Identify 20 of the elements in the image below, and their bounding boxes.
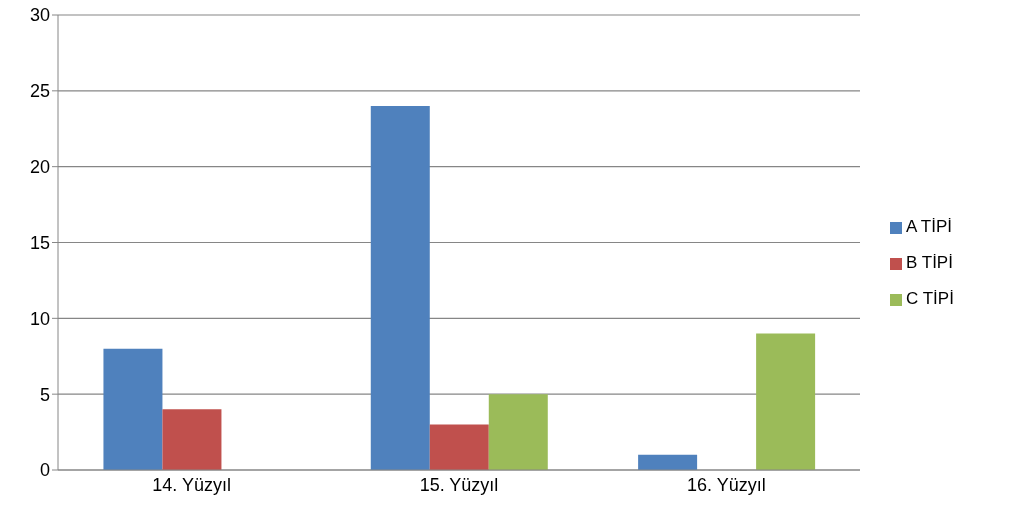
x-tick-label: 16. Yüzyıl [686, 474, 766, 495]
y-tick-label: 25 [29, 81, 50, 102]
y-tick-label: 5 [39, 384, 50, 405]
y-tick-label: 10 [29, 308, 50, 329]
legend-label: B TİPİ [906, 253, 953, 272]
bar [162, 409, 222, 470]
bar [429, 424, 489, 470]
x-tick-label: 15. Yüzyıl [419, 474, 499, 495]
legend-label: C TİPİ [906, 289, 954, 308]
legend-label: A TİPİ [906, 217, 952, 236]
y-tick-label: 30 [29, 5, 50, 26]
bar [488, 394, 548, 470]
bar [103, 348, 163, 470]
y-tick-label: 15 [29, 232, 50, 253]
bar [638, 454, 698, 470]
y-tick-label: 0 [39, 460, 50, 481]
x-tick-label: 14. Yüzyıl [152, 474, 232, 495]
bar [756, 333, 816, 470]
bar [370, 106, 430, 470]
y-tick-label: 20 [29, 157, 50, 178]
